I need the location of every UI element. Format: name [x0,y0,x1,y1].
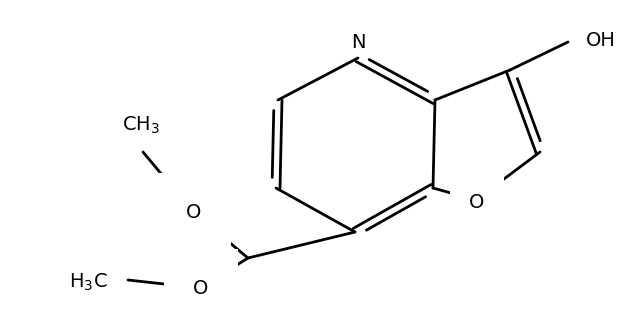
Text: O: O [469,192,484,212]
Text: CH$_3$: CH$_3$ [122,115,160,136]
Text: N: N [351,33,365,52]
Text: O: O [186,202,202,222]
Text: OH: OH [586,30,616,50]
Text: H$_3$C: H$_3$C [69,272,108,293]
Text: O: O [193,279,209,297]
